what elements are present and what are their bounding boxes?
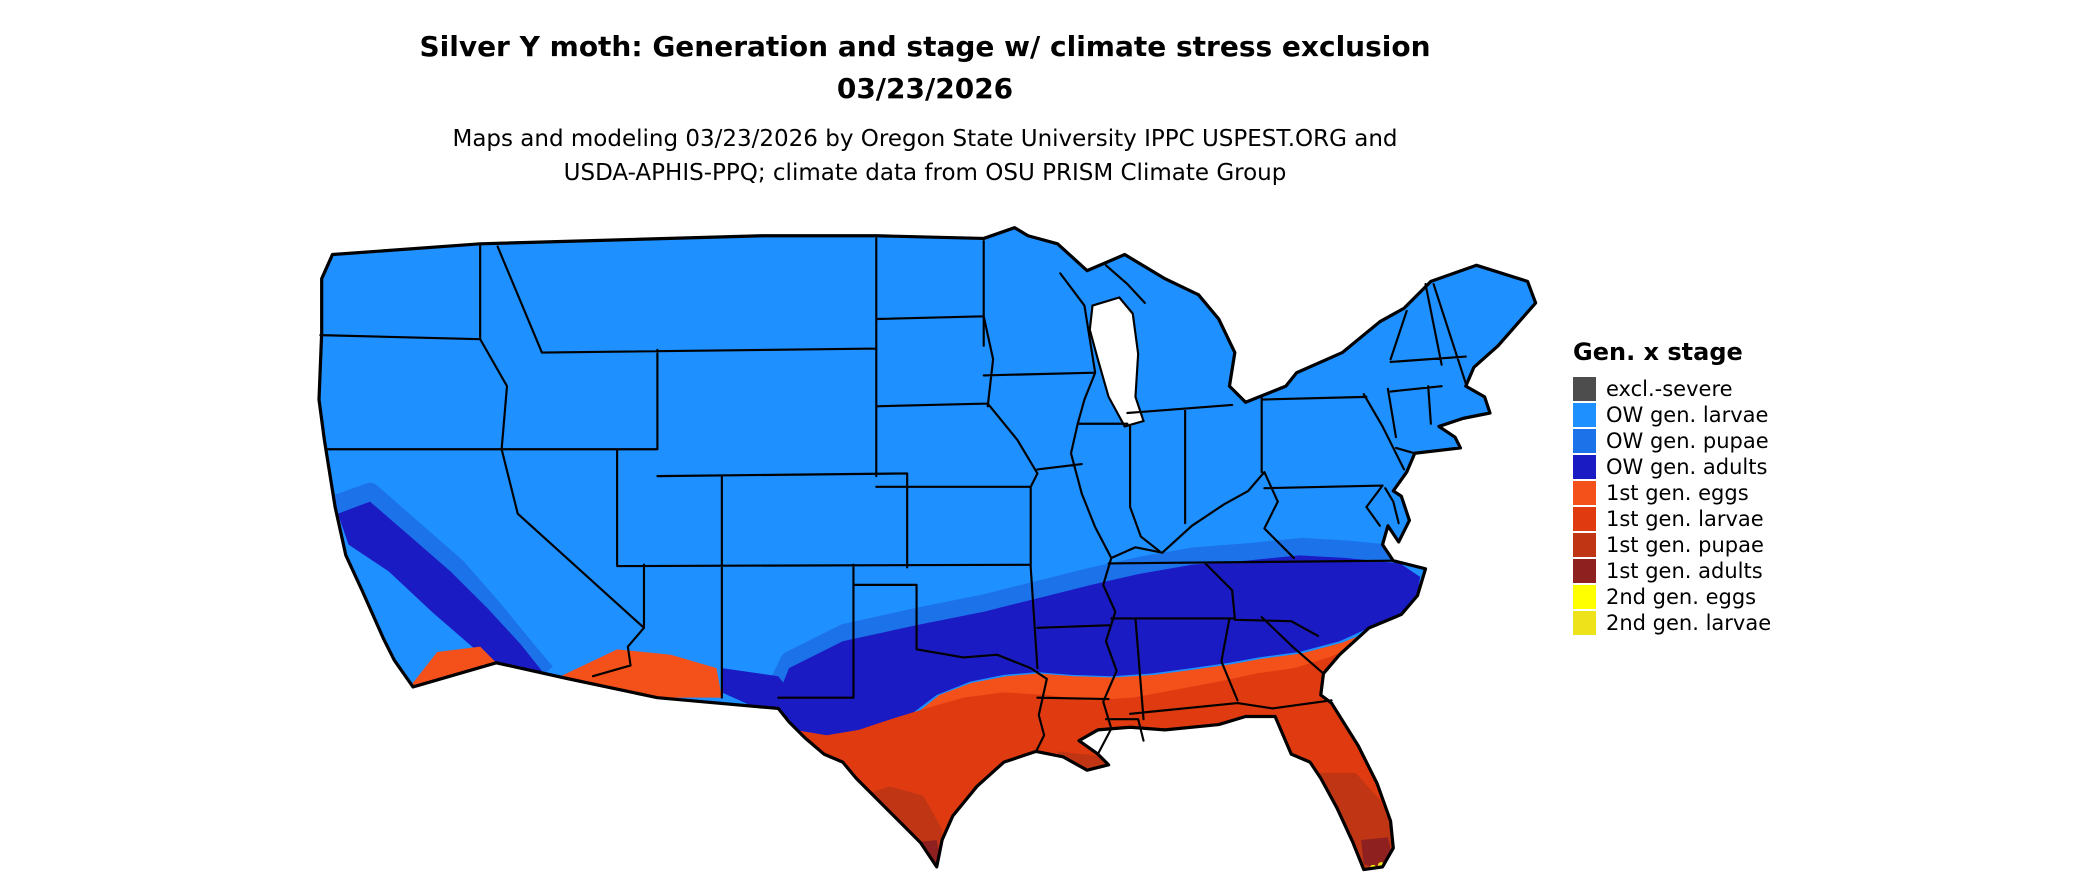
legend-item: 2nd gen. eggs: [1573, 584, 1873, 610]
region-ow-adults-california: [337, 501, 545, 687]
legend-item: 2nd gen. larvae: [1573, 610, 1873, 636]
legend-item: 1st gen. larvae: [1573, 506, 1873, 532]
legend-swatch: [1573, 611, 1596, 635]
us-outline: [317, 226, 1538, 872]
us-map-svg: [317, 226, 1538, 872]
region-ow-adults-band: [762, 555, 1421, 756]
region-ow-pupae-band: [751, 537, 1403, 730]
legend-label: OW gen. pupae: [1606, 429, 1769, 453]
subtitle-line-1: Maps and modeling 03/23/2026 by Oregon S…: [452, 126, 1398, 152]
legend-swatch: [1573, 429, 1596, 453]
legend-item: OW gen. pupae: [1573, 428, 1873, 454]
legend-item: 1st gen. pupae: [1573, 532, 1873, 558]
map-legend: Gen. x stage excl.-severe OW gen. larvae O…: [1573, 338, 1873, 636]
legend-swatch: [1573, 559, 1596, 583]
page-title: Silver Y moth: Generation and stage w/ c…: [419, 30, 1431, 63]
legend-item: excl.-severe: [1573, 376, 1873, 402]
subtitle-block: Maps and modeling 03/23/2026 by Oregon S…: [0, 122, 1850, 190]
legend-label: 1st gen. adults: [1606, 559, 1763, 583]
legend-swatch: [1573, 481, 1596, 505]
legend-label: OW gen. larvae: [1606, 403, 1769, 427]
legend-label: 1st gen. pupae: [1606, 533, 1764, 557]
legend-items: excl.-severe OW gen. larvae OW gen. pupae O…: [1573, 376, 1873, 636]
legend-swatch: [1573, 455, 1596, 479]
legend-label: 2nd gen. eggs: [1606, 585, 1757, 609]
legend-item: 1st gen. eggs: [1573, 480, 1873, 506]
legend-item: 1st gen. adults: [1573, 558, 1873, 584]
legend-label: OW gen. adults: [1606, 455, 1768, 479]
legend-label: 1st gen. eggs: [1606, 481, 1749, 505]
lake-michigan: [1088, 296, 1145, 428]
legend-swatch: [1573, 533, 1596, 557]
legend-label: 2nd gen. larvae: [1606, 611, 1772, 635]
page-title-date: 03/23/2026: [836, 72, 1014, 105]
legend-swatch: [1573, 507, 1596, 531]
legend-swatch: [1573, 403, 1596, 427]
legend-item: OW gen. larvae: [1573, 402, 1873, 428]
legend-label: excl.-severe: [1606, 377, 1733, 401]
state-borders: [319, 237, 1467, 756]
legend-label: 1st gen. larvae: [1606, 507, 1764, 531]
legend-swatch: [1573, 377, 1596, 401]
subtitle-line-2: USDA-APHIS-PPQ; climate data from OSU PR…: [563, 160, 1287, 186]
legend-swatch: [1573, 585, 1596, 609]
us-map: [305, 225, 1555, 883]
title-block: Silver Y moth: Generation and stage w/ c…: [0, 26, 1850, 110]
legend-title: Gen. x stage: [1573, 338, 1743, 366]
legend-item: OW gen. adults: [1573, 454, 1873, 480]
